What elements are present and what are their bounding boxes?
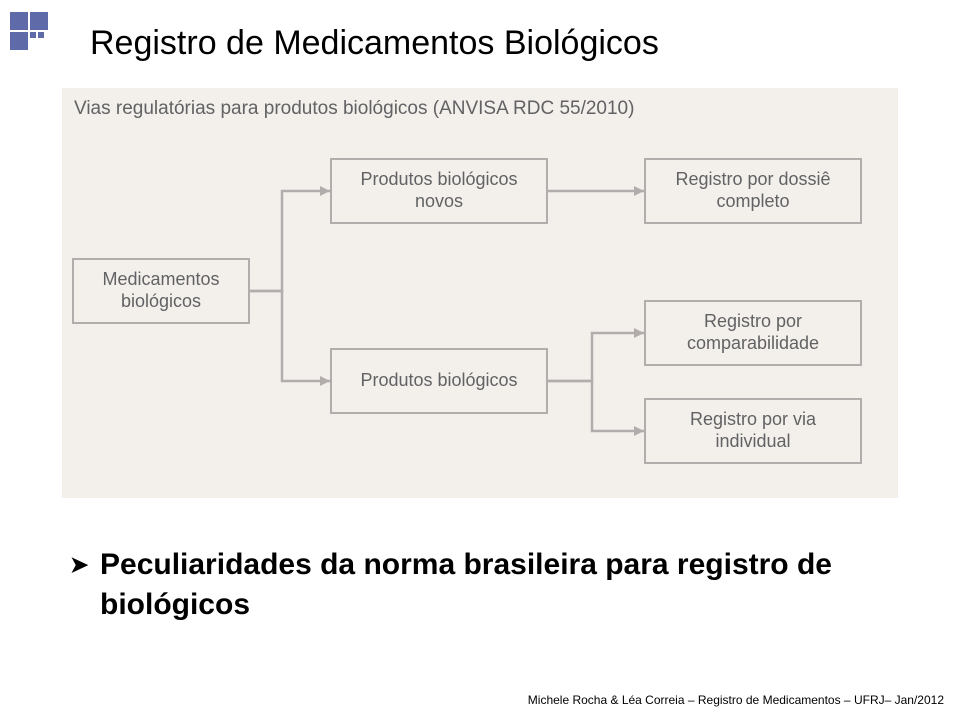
node-produtos-biologicos: Produtos biológicos [330,348,548,414]
bullet-arrow-icon: ➤ [70,552,88,578]
decor-square [30,12,48,30]
node-root: Medicamentos biológicos [72,258,250,324]
slide-title: Registro de Medicamentos Biológicos [90,24,659,63]
body-line-1: Peculiaridades da norma brasileira para … [100,548,832,582]
node-registro-comparabilidade: Registro por comparabilidade [644,300,862,366]
footer-text: Michele Rocha & Léa Correia – Registro d… [528,693,944,707]
diagram-panel: Vias regulatórias para produtos biológic… [62,88,898,498]
decor-square [10,12,28,30]
decor-square [30,32,36,38]
decor-square [38,32,44,38]
node-registro-individual: Registro por via individual [644,398,862,464]
node-produtos-novos: Produtos biológicos novos [330,158,548,224]
node-registro-dossie: Registro por dossiê completo [644,158,862,224]
body-line-2: biológicos [100,588,250,622]
decor-square [10,32,28,50]
